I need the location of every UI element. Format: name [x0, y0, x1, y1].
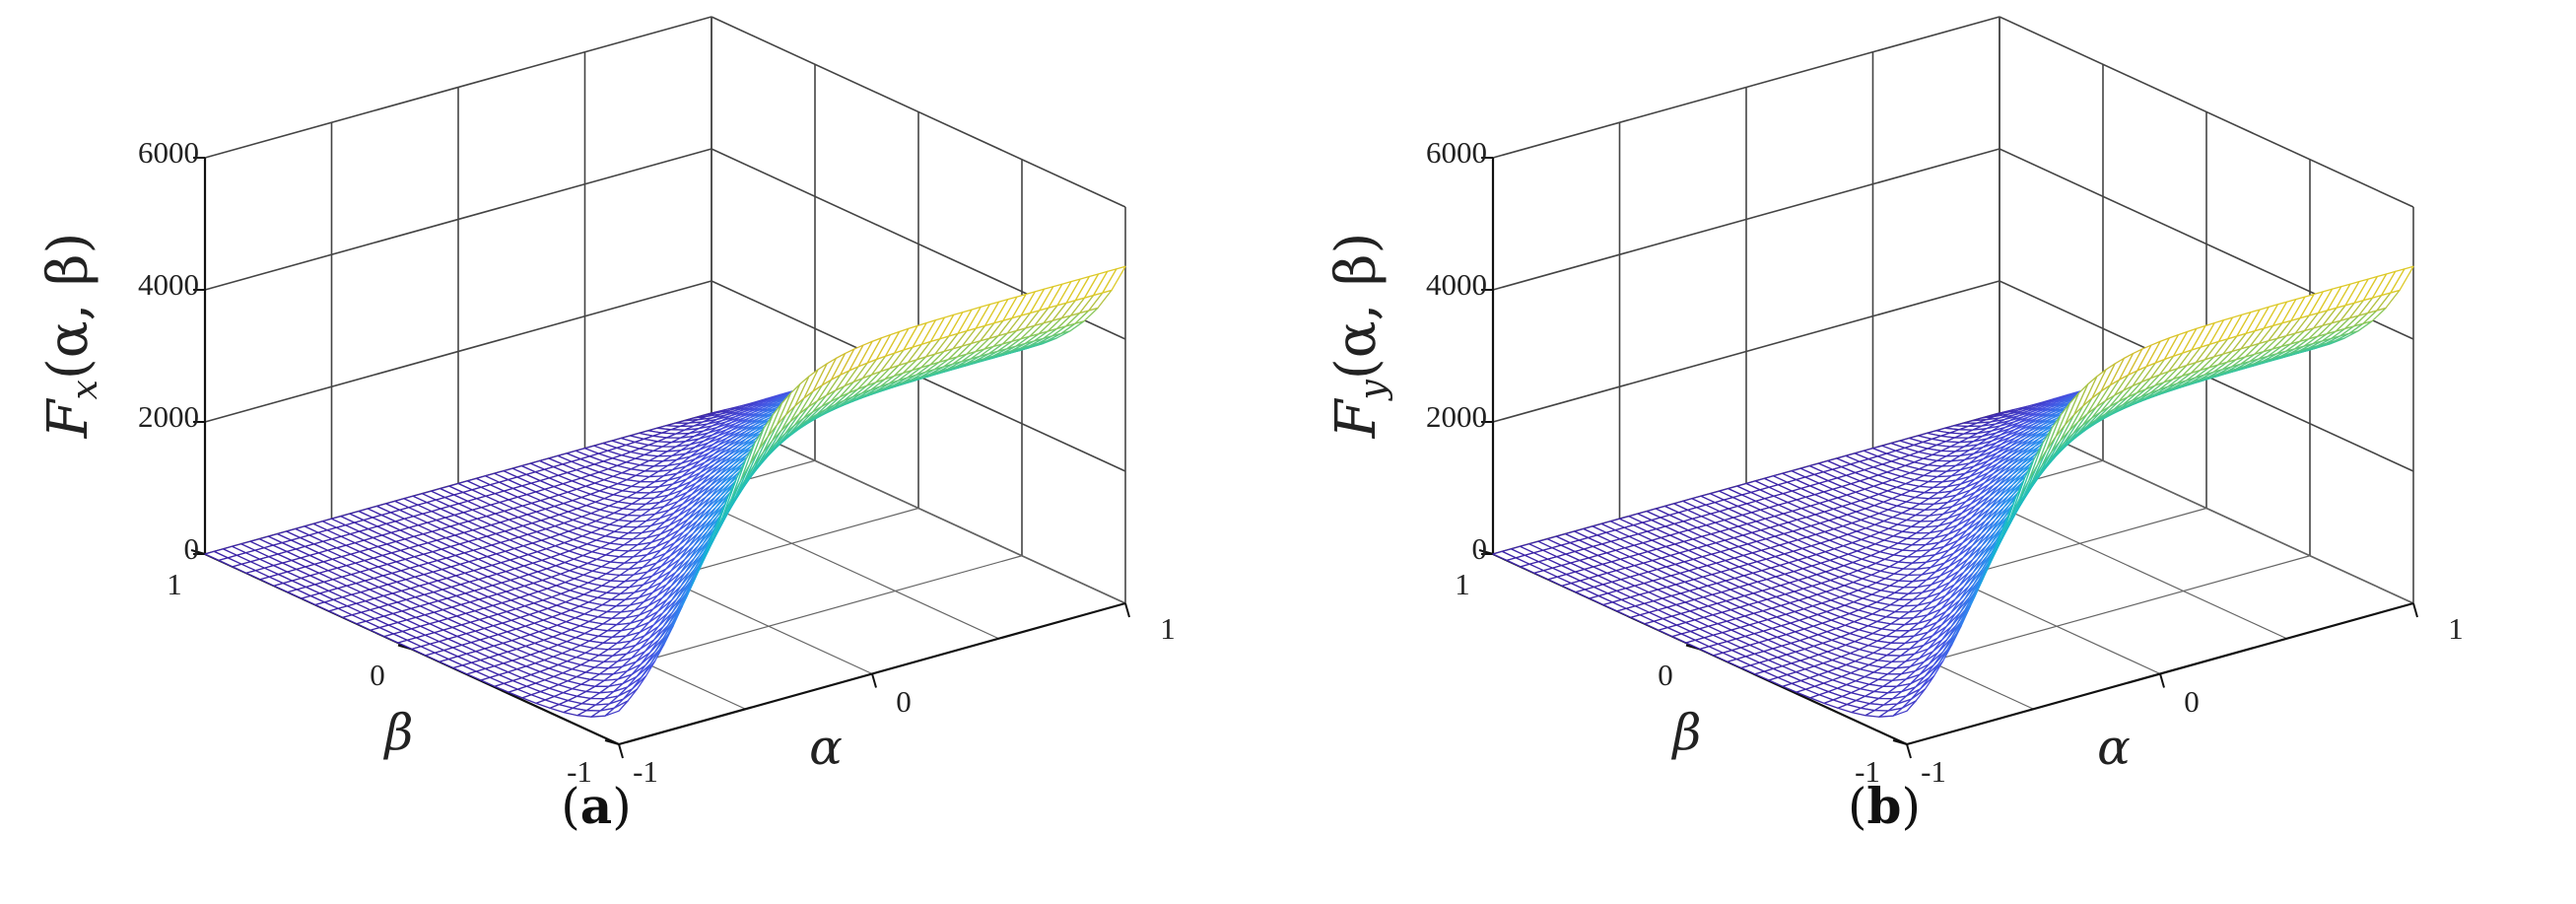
beta-tick-0: 0 — [1658, 658, 1673, 692]
beta-tick-mark — [1892, 739, 1908, 745]
grid-line — [711, 412, 1126, 604]
alpha-axis-label: α — [2097, 719, 2131, 776]
beta-tick-neg1: -1 — [567, 754, 592, 789]
surface-group — [204, 265, 1126, 718]
caption-a: (a) — [561, 777, 632, 835]
beta-tick-mark — [1478, 549, 1494, 555]
z-tick-4000: 4000 — [1426, 267, 1487, 302]
ticks-group: 0 2000 4000 6000 1 0 -1 -1 0 1 — [1426, 135, 2464, 789]
alpha-tick-mark — [618, 743, 624, 759]
alpha-tick-neg1: -1 — [633, 754, 658, 789]
alpha-tick-1: 1 — [2448, 611, 2464, 646]
surface-plot-a: 0 2000 4000 6000 1 0 -1 -1 0 1 Fx(α, β) … — [36, 16, 1176, 789]
panel-a: 0 2000 4000 6000 1 0 -1 -1 0 1 Fx(α, β) … — [36, 16, 1176, 835]
z-tick-0: 0 — [1472, 531, 1488, 566]
beta-tick-0: 0 — [370, 658, 385, 692]
alpha-tick-0: 0 — [896, 684, 912, 719]
surface-cell — [1892, 700, 1917, 717]
alpha-tick-mark — [1124, 602, 1130, 618]
alpha-tick-mark — [2412, 602, 2418, 618]
alpha-axis-label: α — [809, 719, 843, 776]
z-tick-2000: 2000 — [1426, 399, 1487, 434]
caption-b: (b) — [1848, 777, 1921, 835]
surface-plot-b: 0 2000 4000 6000 1 0 -1 -1 0 1 Fy(α, β) … — [1324, 16, 2464, 789]
beta-axis-label: β — [1671, 704, 1702, 761]
z-axis-label: Fx(α, β) — [36, 233, 105, 440]
z-tick-6000: 6000 — [1426, 135, 1487, 170]
beta-tick-neg1: -1 — [1855, 754, 1880, 789]
surface-group — [1492, 265, 2414, 718]
alpha-tick-mark — [2159, 673, 2165, 688]
beta-tick-mark — [604, 739, 620, 745]
ticks-group: 0 2000 4000 6000 1 0 -1 -1 0 1 — [138, 135, 1176, 789]
alpha-tick-mark — [871, 673, 877, 688]
alpha-tick-1: 1 — [1160, 611, 1176, 646]
beta-tick-1: 1 — [1455, 567, 1470, 601]
alpha-tick-neg1: -1 — [1921, 754, 1946, 789]
beta-tick-1: 1 — [167, 567, 182, 601]
beta-axis-label: β — [383, 704, 414, 761]
surface-cell — [604, 700, 629, 717]
z-axis-label: Fy(α, β) — [1324, 233, 1393, 440]
grid-line — [1999, 412, 2414, 604]
z-tick-6000: 6000 — [138, 135, 199, 170]
z-tick-2000: 2000 — [138, 399, 199, 434]
z-tick-0: 0 — [184, 531, 200, 566]
alpha-tick-mark — [1906, 743, 1912, 759]
z-tick-4000: 4000 — [138, 267, 199, 302]
beta-tick-mark — [190, 549, 206, 555]
alpha-tick-0: 0 — [2184, 684, 2200, 719]
panel-b: 0 2000 4000 6000 1 0 -1 -1 0 1 Fy(α, β) … — [1288, 0, 2576, 904]
